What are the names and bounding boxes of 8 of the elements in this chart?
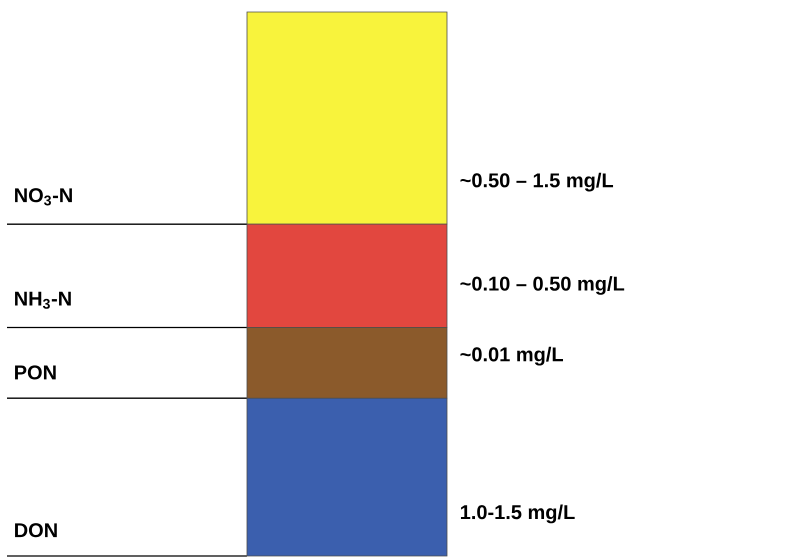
text: ~0.50 – 1.5 mg/L xyxy=(460,172,614,192)
text: PON xyxy=(15,365,56,380)
text: ~0.10 – 0.50 mg/L xyxy=(460,276,624,295)
text: 1.0-1.5 mg/L xyxy=(460,504,575,524)
text: DON xyxy=(15,523,57,538)
text: NH$_{3}$-N xyxy=(15,292,71,309)
text: NO$_{3}$-N xyxy=(15,188,72,206)
text: ~0.01 mg/L xyxy=(460,346,564,366)
